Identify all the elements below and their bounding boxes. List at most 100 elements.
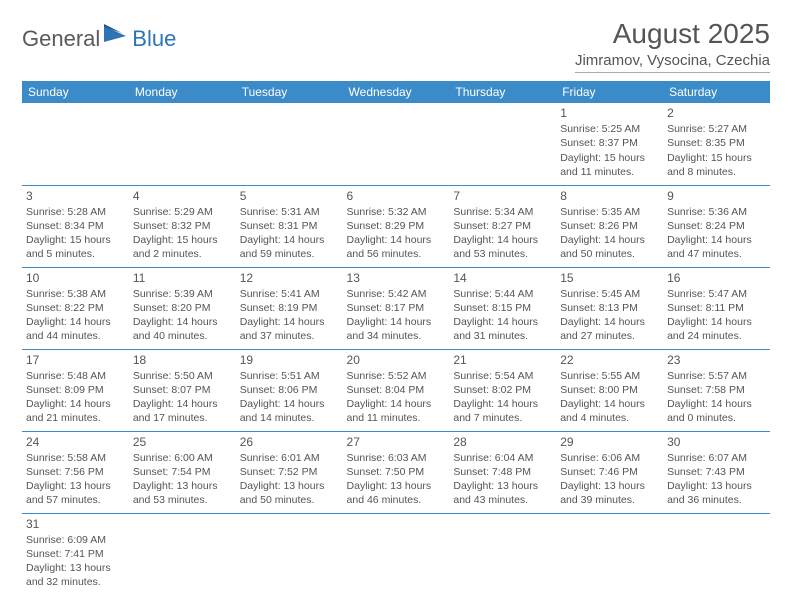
- day-detail-line: Sunrise: 5:39 AM: [133, 287, 232, 301]
- day-detail-line: Daylight: 14 hours: [26, 315, 125, 329]
- day-detail-line: Sunrise: 5:55 AM: [560, 369, 659, 383]
- calendar-day-cell: 28Sunrise: 6:04 AMSunset: 7:48 PMDayligh…: [449, 431, 556, 513]
- calendar-day-cell: 17Sunrise: 5:48 AMSunset: 8:09 PMDayligh…: [22, 349, 129, 431]
- day-number: 15: [560, 270, 659, 286]
- day-number: 4: [133, 188, 232, 204]
- day-detail-line: Sunset: 7:50 PM: [347, 465, 446, 479]
- day-detail-line: Daylight: 14 hours: [560, 315, 659, 329]
- day-detail-line: Sunrise: 5:29 AM: [133, 205, 232, 219]
- flag-icon: [104, 24, 130, 49]
- day-detail-line: and 7 minutes.: [453, 411, 552, 425]
- calendar-empty-cell: [343, 513, 450, 595]
- weekday-header: Wednesday: [343, 81, 450, 103]
- day-number: 22: [560, 352, 659, 368]
- day-detail-line: Daylight: 13 hours: [560, 479, 659, 493]
- day-detail-line: Daylight: 13 hours: [26, 479, 125, 493]
- day-detail-line: Sunset: 8:37 PM: [560, 136, 659, 150]
- day-detail-line: Sunrise: 5:36 AM: [667, 205, 766, 219]
- day-detail-line: Daylight: 14 hours: [453, 397, 552, 411]
- day-detail-line: and 46 minutes.: [347, 493, 446, 507]
- day-detail-line: Sunset: 8:27 PM: [453, 219, 552, 233]
- day-detail-line: Daylight: 13 hours: [667, 479, 766, 493]
- calendar-day-cell: 22Sunrise: 5:55 AMSunset: 8:00 PMDayligh…: [556, 349, 663, 431]
- day-detail-line: Daylight: 14 hours: [240, 397, 339, 411]
- calendar-day-cell: 5Sunrise: 5:31 AMSunset: 8:31 PMDaylight…: [236, 185, 343, 267]
- day-detail-line: Sunrise: 5:52 AM: [347, 369, 446, 383]
- day-detail-line: Sunset: 8:06 PM: [240, 383, 339, 397]
- day-detail-line: and 31 minutes.: [453, 329, 552, 343]
- weekday-header: Thursday: [449, 81, 556, 103]
- calendar-day-cell: 7Sunrise: 5:34 AMSunset: 8:27 PMDaylight…: [449, 185, 556, 267]
- day-detail-line: Sunset: 8:02 PM: [453, 383, 552, 397]
- calendar-day-cell: 2Sunrise: 5:27 AMSunset: 8:35 PMDaylight…: [663, 103, 770, 185]
- day-number: 3: [26, 188, 125, 204]
- day-detail-line: Daylight: 14 hours: [240, 233, 339, 247]
- day-number: 11: [133, 270, 232, 286]
- calendar-day-cell: 20Sunrise: 5:52 AMSunset: 8:04 PMDayligh…: [343, 349, 450, 431]
- day-number: 8: [560, 188, 659, 204]
- day-detail-line: and 2 minutes.: [133, 247, 232, 261]
- day-detail-line: Sunset: 8:09 PM: [26, 383, 125, 397]
- day-detail-line: Sunset: 7:58 PM: [667, 383, 766, 397]
- day-detail-line: Sunrise: 5:27 AM: [667, 122, 766, 136]
- logo-text-general: General: [22, 26, 100, 52]
- calendar-day-cell: 1Sunrise: 5:25 AMSunset: 8:37 PMDaylight…: [556, 103, 663, 185]
- day-number: 5: [240, 188, 339, 204]
- day-detail-line: Sunrise: 6:03 AM: [347, 451, 446, 465]
- day-detail-line: and 11 minutes.: [560, 165, 659, 179]
- day-detail-line: Sunrise: 5:50 AM: [133, 369, 232, 383]
- calendar-day-cell: 21Sunrise: 5:54 AMSunset: 8:02 PMDayligh…: [449, 349, 556, 431]
- day-number: 30: [667, 434, 766, 450]
- day-number: 29: [560, 434, 659, 450]
- day-number: 7: [453, 188, 552, 204]
- day-detail-line: Sunset: 7:52 PM: [240, 465, 339, 479]
- day-detail-line: Sunrise: 5:58 AM: [26, 451, 125, 465]
- calendar-day-cell: 19Sunrise: 5:51 AMSunset: 8:06 PMDayligh…: [236, 349, 343, 431]
- day-number: 9: [667, 188, 766, 204]
- day-detail-line: Daylight: 14 hours: [667, 233, 766, 247]
- day-detail-line: and 34 minutes.: [347, 329, 446, 343]
- calendar-empty-cell: [449, 513, 556, 595]
- calendar-week-row: 31Sunrise: 6:09 AMSunset: 7:41 PMDayligh…: [22, 513, 770, 595]
- calendar-empty-cell: [556, 513, 663, 595]
- calendar-day-cell: 29Sunrise: 6:06 AMSunset: 7:46 PMDayligh…: [556, 431, 663, 513]
- day-detail-line: Sunrise: 6:09 AM: [26, 533, 125, 547]
- calendar-day-cell: 25Sunrise: 6:00 AMSunset: 7:54 PMDayligh…: [129, 431, 236, 513]
- calendar-day-cell: 14Sunrise: 5:44 AMSunset: 8:15 PMDayligh…: [449, 267, 556, 349]
- day-number: 27: [347, 434, 446, 450]
- weekday-header: Sunday: [22, 81, 129, 103]
- day-number: 20: [347, 352, 446, 368]
- day-detail-line: Sunset: 8:13 PM: [560, 301, 659, 315]
- calendar-day-cell: 13Sunrise: 5:42 AMSunset: 8:17 PMDayligh…: [343, 267, 450, 349]
- day-detail-line: Sunset: 8:24 PM: [667, 219, 766, 233]
- calendar-day-cell: 6Sunrise: 5:32 AMSunset: 8:29 PMDaylight…: [343, 185, 450, 267]
- calendar-day-cell: 12Sunrise: 5:41 AMSunset: 8:19 PMDayligh…: [236, 267, 343, 349]
- page-header: General Blue August 2025 Jimramov, Vysoc…: [22, 18, 770, 73]
- logo-text-blue: Blue: [132, 26, 176, 52]
- day-number: 16: [667, 270, 766, 286]
- calendar-day-cell: 31Sunrise: 6:09 AMSunset: 7:41 PMDayligh…: [22, 513, 129, 595]
- day-detail-line: Daylight: 14 hours: [560, 233, 659, 247]
- day-detail-line: and 17 minutes.: [133, 411, 232, 425]
- day-detail-line: and 44 minutes.: [26, 329, 125, 343]
- month-title: August 2025: [575, 18, 770, 50]
- day-detail-line: Daylight: 14 hours: [133, 315, 232, 329]
- day-detail-line: and 53 minutes.: [133, 493, 232, 507]
- weekday-header: Friday: [556, 81, 663, 103]
- day-number: 1: [560, 105, 659, 121]
- day-detail-line: and 59 minutes.: [240, 247, 339, 261]
- calendar-body: 1Sunrise: 5:25 AMSunset: 8:37 PMDaylight…: [22, 103, 770, 595]
- day-number: 10: [26, 270, 125, 286]
- day-detail-line: Sunrise: 5:57 AM: [667, 369, 766, 383]
- day-detail-line: Sunrise: 5:32 AM: [347, 205, 446, 219]
- day-detail-line: and 39 minutes.: [560, 493, 659, 507]
- day-detail-line: and 4 minutes.: [560, 411, 659, 425]
- day-detail-line: Sunset: 8:20 PM: [133, 301, 232, 315]
- day-number: 14: [453, 270, 552, 286]
- calendar-day-cell: 30Sunrise: 6:07 AMSunset: 7:43 PMDayligh…: [663, 431, 770, 513]
- day-number: 23: [667, 352, 766, 368]
- day-detail-line: Daylight: 14 hours: [347, 233, 446, 247]
- day-number: 26: [240, 434, 339, 450]
- day-detail-line: Sunset: 8:26 PM: [560, 219, 659, 233]
- day-detail-line: and 43 minutes.: [453, 493, 552, 507]
